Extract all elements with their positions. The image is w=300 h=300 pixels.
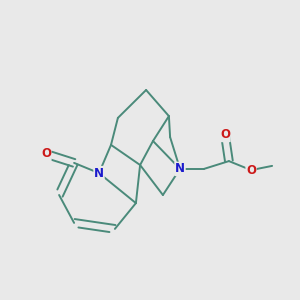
Text: O: O [246, 164, 256, 177]
Text: N: N [175, 162, 185, 176]
Text: O: O [220, 128, 230, 142]
Text: O: O [41, 147, 51, 161]
Text: N: N [94, 167, 104, 180]
